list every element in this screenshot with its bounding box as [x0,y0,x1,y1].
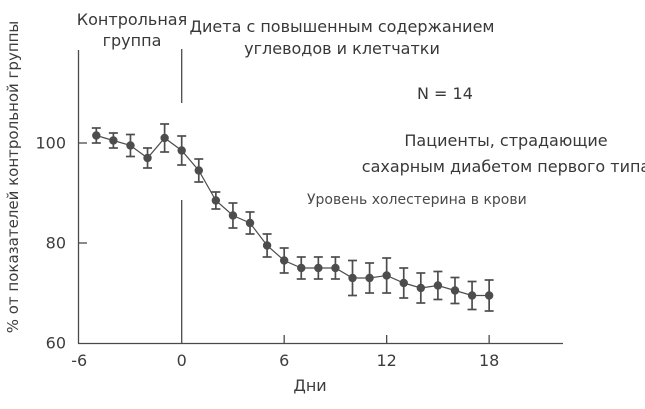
measure-label: Уровень холестерина в крови [307,192,527,208]
x-tick-label: -6 [71,351,87,370]
x-tick-label: 6 [279,351,289,370]
sample-size-label: N = 14 [417,84,473,103]
data-point [262,241,272,250]
data-point [416,283,426,293]
data-point [92,131,101,140]
data-point [314,263,323,273]
patients-label: Пациенты, страдающие сахарным диабетом п… [361,131,645,176]
data-point [177,146,186,155]
y-tick-label: 100 [35,134,66,153]
x-tick-label: 12 [376,351,396,370]
data-point [331,263,340,273]
diet-label: Диета с повышенным содержанием углеводов… [189,17,495,58]
data-point [279,256,289,265]
data-point [365,273,374,283]
data-point [245,218,255,228]
x-tick-label: 18 [479,351,499,370]
data-point [160,133,169,143]
data-point [143,153,152,163]
data-point [348,273,357,283]
data-point [126,141,135,150]
x-axis-label: Дни [293,376,327,395]
data-point [382,271,391,280]
data-point [194,166,203,175]
x-tick-label: 0 [177,351,187,370]
data-point [297,263,306,273]
y-tick-label: 80 [46,234,66,253]
control-group-label: Контрольная группа [76,10,188,50]
data-point [467,291,477,300]
data-point [399,278,408,288]
y-tick-label: 60 [46,334,66,353]
data-point [211,196,221,205]
data-point [109,136,118,145]
data-point [450,286,460,295]
data-point [433,281,443,290]
data-point [228,211,238,220]
data-point [484,291,494,300]
y-axis-label: % от показателей контрольной группы [4,20,22,334]
